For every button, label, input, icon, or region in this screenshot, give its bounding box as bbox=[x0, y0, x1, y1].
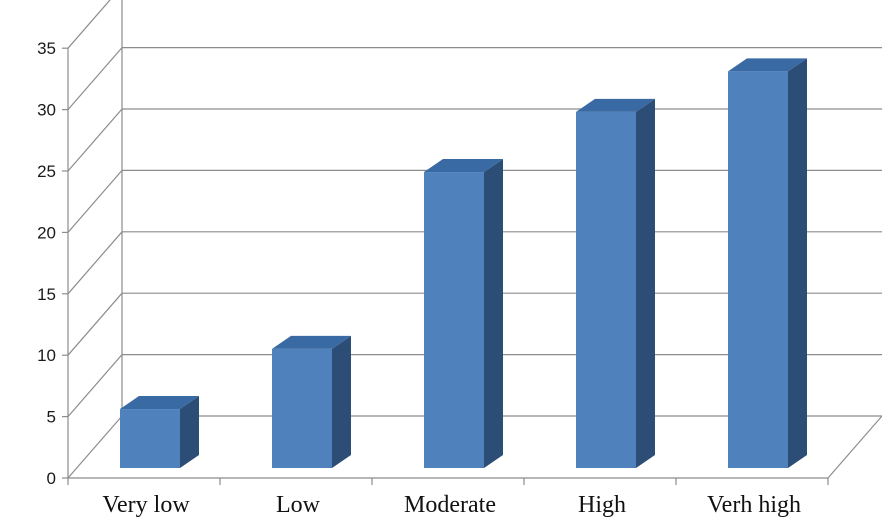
floor-right-edge bbox=[827, 415, 882, 479]
bar-front-face bbox=[120, 409, 180, 468]
x-category-label: Very low bbox=[102, 492, 190, 518]
bar-side-face bbox=[180, 396, 199, 468]
bar-top-face bbox=[424, 159, 503, 173]
bar-top-face bbox=[576, 98, 655, 112]
y-tick-label: 25 bbox=[37, 162, 56, 181]
bar-high bbox=[576, 98, 655, 468]
bar-top-face bbox=[272, 335, 351, 349]
axes bbox=[62, 47, 829, 485]
bar-low bbox=[272, 335, 351, 468]
bar-front-face bbox=[424, 172, 484, 468]
bar-front-face bbox=[576, 111, 636, 468]
bar-front-face bbox=[728, 71, 788, 468]
side-gridline bbox=[67, 0, 111, 49]
x-category-label: High bbox=[578, 492, 626, 518]
side-gridline bbox=[67, 108, 123, 172]
side-gridline bbox=[67, 231, 123, 295]
y-tick-label: 20 bbox=[37, 223, 56, 242]
side-gridline bbox=[67, 292, 123, 356]
y-tick-label: 5 bbox=[47, 408, 56, 427]
bar-moderate bbox=[424, 159, 503, 468]
side-gridline bbox=[67, 415, 123, 479]
bar-side-face bbox=[788, 58, 807, 469]
bar-very-low bbox=[120, 396, 199, 468]
bar-top-face bbox=[728, 58, 807, 72]
y-tick-label: 15 bbox=[37, 285, 56, 304]
y-tick-label: 30 bbox=[37, 101, 56, 120]
y-tick-label: 35 bbox=[37, 39, 56, 58]
x-category-label: Moderate bbox=[404, 492, 496, 518]
side-gridline bbox=[67, 170, 123, 233]
bar-side-face bbox=[332, 335, 351, 468]
bar-top-face bbox=[120, 396, 199, 410]
y-tick-label: 10 bbox=[37, 346, 56, 365]
labels: 0 5 10 15 20 25 30 35 Very low Low Moderate High Ver… bbox=[37, 39, 801, 518]
y-tick-label: 0 bbox=[47, 469, 56, 488]
bar-side-face bbox=[484, 159, 503, 468]
bars bbox=[120, 58, 807, 469]
side-gridline bbox=[67, 47, 123, 110]
x-category-label: Verh high bbox=[707, 492, 801, 518]
bar-verh-high bbox=[728, 58, 807, 469]
x-category-label: Low bbox=[276, 492, 321, 518]
bar-front-face bbox=[272, 348, 332, 468]
side-gridline bbox=[67, 354, 123, 417]
bar-side-face bbox=[636, 98, 655, 468]
